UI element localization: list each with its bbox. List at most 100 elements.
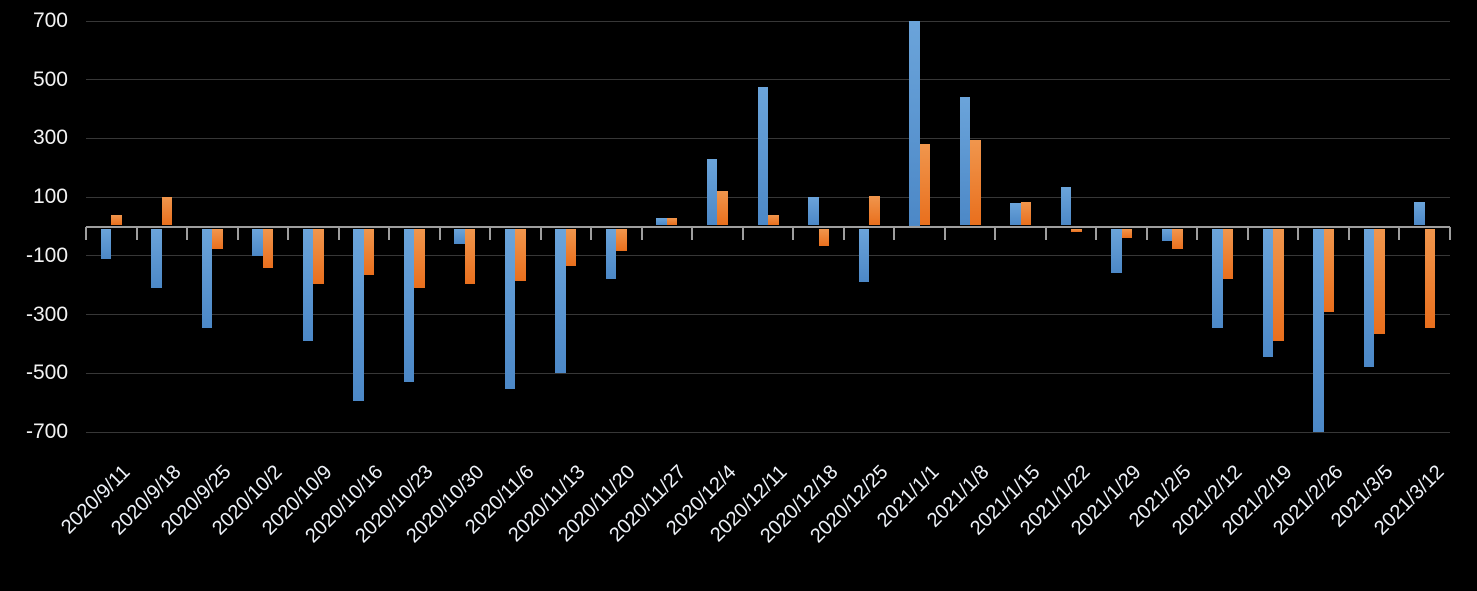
bar-blue bbox=[858, 228, 870, 283]
bar-orange bbox=[1222, 228, 1234, 280]
x-axis-tick bbox=[1398, 227, 1401, 240]
bar-orange bbox=[212, 228, 223, 249]
x-axis-tick bbox=[1449, 227, 1451, 240]
bar-orange bbox=[869, 195, 880, 226]
bar-orange bbox=[313, 228, 324, 284]
gridline bbox=[86, 137, 1450, 139]
x-axis-tick bbox=[1044, 227, 1047, 240]
bar-blue bbox=[151, 228, 162, 289]
bar-orange bbox=[111, 214, 122, 226]
x-axis-line bbox=[86, 226, 1450, 228]
bar-blue bbox=[1414, 201, 1425, 226]
bar-blue bbox=[706, 158, 718, 226]
bar-blue bbox=[1060, 186, 1072, 226]
bar-blue bbox=[555, 228, 566, 374]
bar-blue bbox=[1010, 203, 1021, 226]
bar-blue bbox=[1313, 228, 1324, 432]
x-axis-tick bbox=[842, 227, 845, 240]
y-axis-label: 700 bbox=[32, 9, 68, 32]
x-axis-tick bbox=[1347, 227, 1350, 240]
gridline bbox=[86, 255, 1450, 257]
y-axis-label: -100 bbox=[25, 243, 68, 267]
bar-orange bbox=[1374, 228, 1385, 334]
x-axis-tick bbox=[792, 227, 795, 240]
bar-orange bbox=[464, 228, 476, 284]
bar-orange bbox=[363, 228, 375, 275]
gridline bbox=[86, 314, 1450, 316]
bar-blue bbox=[605, 228, 617, 280]
bar-orange bbox=[768, 214, 779, 226]
x-axis-tick bbox=[337, 227, 340, 240]
bar-blue bbox=[808, 197, 819, 226]
x-axis-tick bbox=[893, 227, 896, 240]
bar-orange bbox=[970, 139, 981, 226]
x-axis-tick bbox=[1145, 227, 1148, 240]
bar-blue bbox=[100, 228, 112, 259]
gridline bbox=[86, 196, 1450, 198]
bar-blue bbox=[757, 87, 768, 226]
bar-blue bbox=[656, 217, 667, 226]
gridline bbox=[86, 79, 1450, 81]
bar-orange bbox=[818, 228, 830, 246]
x-axis-tick bbox=[1246, 227, 1249, 240]
bar-orange bbox=[616, 228, 627, 252]
y-axis-label: 300 bbox=[32, 126, 68, 150]
x-axis-tick bbox=[741, 227, 744, 240]
x-axis-tick bbox=[691, 227, 694, 240]
bar-blue bbox=[504, 228, 516, 390]
bar-orange bbox=[919, 144, 931, 226]
bar-blue bbox=[1363, 228, 1375, 368]
bar-blue bbox=[1212, 228, 1223, 328]
bar-blue bbox=[252, 228, 263, 256]
x-axis-tick bbox=[388, 227, 391, 240]
bar-orange bbox=[666, 217, 678, 226]
x-axis-tick bbox=[438, 227, 441, 240]
x-axis-tick bbox=[1297, 227, 1300, 240]
x-axis-tick bbox=[85, 227, 87, 240]
x-axis-tick bbox=[539, 227, 542, 240]
gridline bbox=[86, 431, 1450, 433]
bar-orange bbox=[1172, 228, 1183, 249]
x-axis-tick bbox=[186, 227, 189, 240]
bar-blue bbox=[302, 228, 314, 341]
bar-orange bbox=[1323, 228, 1335, 312]
bar-orange bbox=[161, 197, 173, 226]
bar-blue bbox=[1111, 228, 1122, 274]
bar-blue bbox=[909, 21, 920, 226]
bar-orange bbox=[262, 228, 274, 268]
bar-orange bbox=[565, 228, 577, 267]
x-axis-tick bbox=[287, 227, 290, 240]
x-axis-tick bbox=[1196, 227, 1199, 240]
bar-blue bbox=[353, 228, 364, 402]
x-axis-tick bbox=[994, 227, 997, 240]
x-axis-tick bbox=[640, 227, 643, 240]
x-axis-tick bbox=[1095, 227, 1098, 240]
y-axis-label: 100 bbox=[32, 185, 68, 209]
bar-orange bbox=[1273, 228, 1284, 341]
bar-orange bbox=[515, 228, 526, 281]
bar-blue bbox=[403, 228, 415, 383]
bar-blue bbox=[201, 228, 213, 328]
bar-orange bbox=[1424, 228, 1436, 328]
bar-blue bbox=[454, 228, 465, 245]
bar-blue bbox=[959, 97, 971, 226]
gridline bbox=[86, 20, 1450, 22]
x-axis-tick bbox=[489, 227, 492, 240]
y-axis-label: 500 bbox=[32, 67, 68, 91]
x-axis-tick bbox=[590, 227, 593, 240]
bar-blue bbox=[1161, 228, 1173, 242]
bar-orange bbox=[1020, 201, 1032, 226]
bar-orange bbox=[1071, 228, 1082, 233]
gridline bbox=[86, 372, 1450, 374]
x-axis-tick bbox=[236, 227, 239, 240]
bar-orange bbox=[1121, 228, 1133, 239]
x-axis-tick bbox=[135, 227, 138, 240]
bar-orange bbox=[717, 191, 728, 226]
bar-blue bbox=[1262, 228, 1274, 358]
x-axis-tick bbox=[943, 227, 946, 240]
y-axis-label: -700 bbox=[25, 420, 68, 443]
y-axis-label: -300 bbox=[25, 302, 68, 326]
bar-orange bbox=[414, 228, 425, 289]
y-axis-label: -500 bbox=[25, 361, 68, 385]
